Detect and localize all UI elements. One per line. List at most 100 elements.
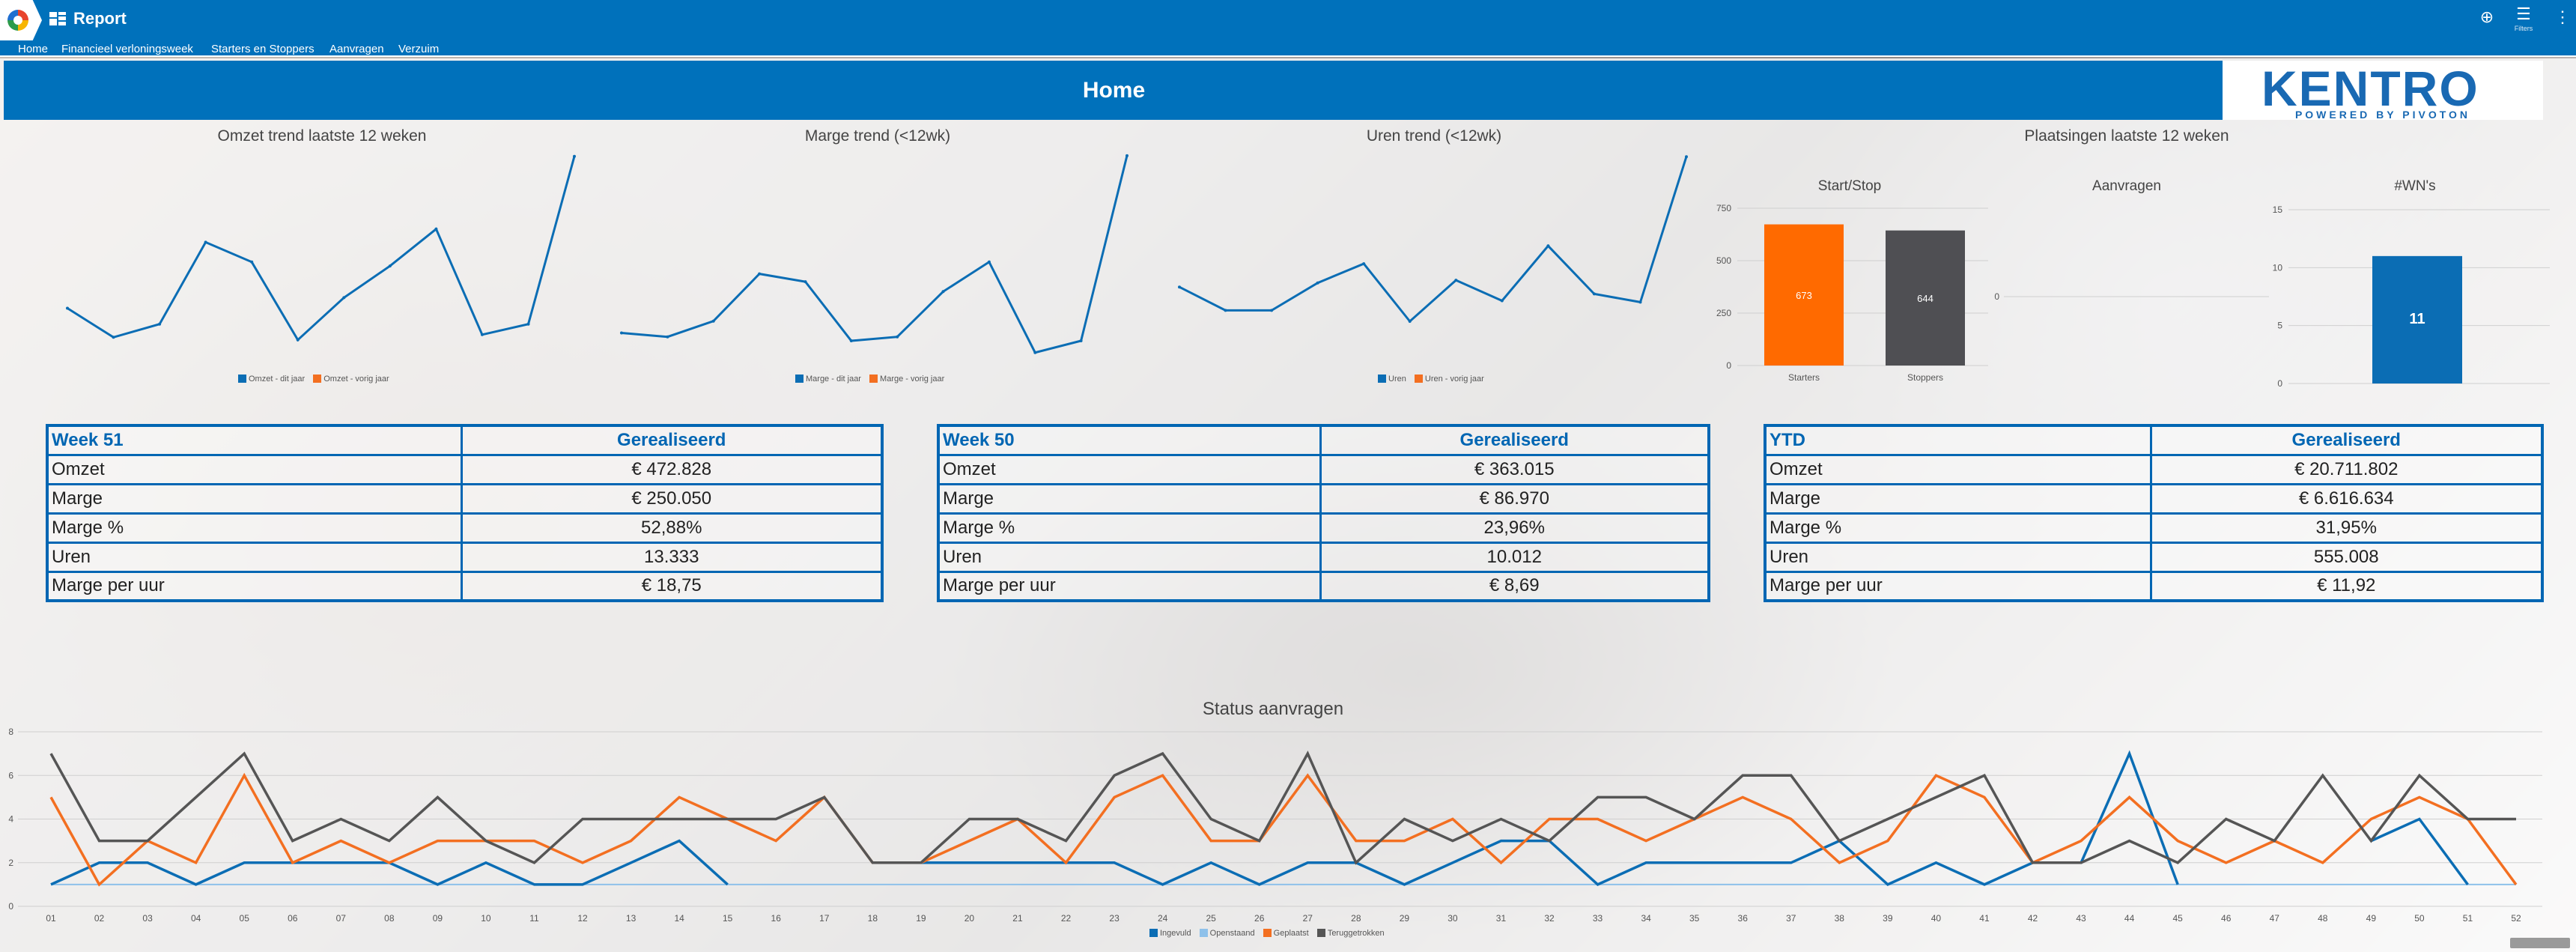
row-label: Marge per uur <box>1764 570 2152 602</box>
row-label: Marge % <box>937 512 1322 544</box>
row-value: 23,96% <box>1319 512 1710 544</box>
header-band <box>4 61 2224 120</box>
y-tick-label: 15 <box>2273 204 2283 215</box>
status-legend: Ingevuld Openstaand Geplaatst Teruggetro… <box>1149 929 1391 938</box>
omzet-legend: Omzet - dit jaar Omzet - vorig jaar <box>238 375 395 383</box>
legend-item: Geplaatst <box>1263 929 1309 938</box>
legend-item: Marge - dit jaar <box>795 375 861 383</box>
row-label: Omzet <box>46 453 463 485</box>
row-value: 13.333 <box>460 541 884 573</box>
x-tick-label: 30 <box>1448 913 1458 924</box>
table-header-col: Gerealiseerd <box>1319 424 1710 456</box>
status-series-line <box>49 751 2516 865</box>
trend-point <box>987 260 991 264</box>
kpi-table-week-50: Week 50 Gerealiseerd Omzet € 363.015 Marge € … <box>937 424 1710 602</box>
status-chart-title: Status aanvragen <box>1202 699 1344 719</box>
x-tick-label: 15 <box>723 913 733 924</box>
trend-point <box>1362 262 1366 266</box>
bookmark-icon[interactable]: ⊕ <box>2479 7 2494 26</box>
tab-financieel-verloningsweek[interactable]: Financieel verloningsweek <box>61 43 193 55</box>
row-label: Uren <box>46 541 463 573</box>
wns-bar-chart[interactable]: 0 5 10 15 11 <box>2261 196 2554 391</box>
trend-point <box>1500 299 1504 303</box>
legend-item: Uren - vorig jaar <box>1414 375 1484 383</box>
y-tick-label: 0 <box>8 901 13 912</box>
aanvragen-chart[interactable]: 0 <box>1992 196 2269 391</box>
x-tick-label: 29 <box>1400 913 1410 924</box>
row-value: € 6.616.634 <box>2149 482 2544 515</box>
bar[interactable] <box>1886 230 1965 366</box>
x-tick-label: 32 <box>1544 913 1555 924</box>
x-tick-label: 24 <box>1158 913 1168 924</box>
x-tick-label: 14 <box>674 913 684 924</box>
aanvragen-chart-title: Aanvragen <box>2092 178 2161 194</box>
trend-point <box>1638 300 1642 304</box>
x-tick-label: 11 <box>529 913 539 924</box>
x-tick-label: 35 <box>1689 913 1700 924</box>
x-tick-label: 48 <box>2318 913 2328 924</box>
filter-icon[interactable]: ☰ <box>2516 4 2531 23</box>
x-tick-label: 34 <box>1641 913 1651 924</box>
bar[interactable] <box>1764 224 1844 366</box>
trend-point <box>896 335 899 339</box>
trend-point <box>620 331 623 335</box>
y-tick-label: 8 <box>8 727 13 737</box>
x-tick-label: 36 <box>1738 913 1749 924</box>
trend-point <box>204 240 207 244</box>
row-value: € 472.828 <box>460 453 884 485</box>
x-tick-label: 21 <box>1012 913 1023 924</box>
kpi-table-week-51: Week 51 Gerealiseerd Omzet € 472.828 Marge € … <box>46 424 884 602</box>
uren-trend-chart[interactable] <box>1178 150 1704 375</box>
x-tick-label: 44 <box>2124 913 2135 924</box>
trend-point <box>1408 320 1412 323</box>
trend-point <box>804 280 807 284</box>
table-row: Omzet € 472.828 <box>46 453 884 485</box>
table-row: Uren 10.012 <box>937 541 1710 573</box>
filters-label[interactable]: Filters <box>2514 25 2533 32</box>
x-tick-label: 07 <box>336 913 347 924</box>
table-header-col: Gerealiseerd <box>2149 424 2544 456</box>
trend-point <box>1592 292 1596 296</box>
row-value: € 250.050 <box>460 482 884 515</box>
row-label: Marge per uur <box>46 570 463 602</box>
x-tick-label: 17 <box>819 913 830 924</box>
table-header-col: Gerealiseerd <box>460 424 884 456</box>
table-row: Uren 13.333 <box>46 541 884 573</box>
tab-home[interactable]: Home <box>18 43 49 57</box>
x-tick-label: 04 <box>191 913 201 924</box>
legend-item: Uren <box>1378 375 1406 383</box>
wns-chart-title: #WN's <box>2394 178 2436 194</box>
y-tick-label: 10 <box>2273 262 2283 273</box>
more-menu-icon[interactable]: ⋮ <box>2554 7 2571 26</box>
app-title[interactable]: Report <box>73 9 127 28</box>
trend-point <box>434 227 438 231</box>
table-row: Marge € 86.970 <box>937 482 1710 515</box>
table-row: Marge % 31,95% <box>1764 512 2544 544</box>
x-tick-label: 45 <box>2172 913 2183 924</box>
tab-aanvragen[interactable]: Aanvragen <box>329 43 384 55</box>
tab-starters-en-stoppers[interactable]: Starters en Stoppers <box>211 43 315 55</box>
x-tick-label: 10 <box>481 913 491 924</box>
omzet-trend-chart[interactable] <box>66 150 592 375</box>
row-label: Marge per uur <box>937 570 1322 602</box>
x-tick-label: 42 <box>2028 913 2038 924</box>
x-tick-label: 09 <box>433 913 443 924</box>
exploration-button[interactable] <box>2510 938 2570 948</box>
x-tick-label: 01 <box>46 913 56 924</box>
x-tick-label: 18 <box>868 913 878 924</box>
x-tick-label: 52 <box>2511 913 2521 924</box>
qlik-logo-icon[interactable] <box>0 0 42 40</box>
legend-item: Omzet - vorig jaar <box>313 375 389 383</box>
row-label: Uren <box>1764 541 2152 573</box>
marge-trend-chart[interactable] <box>620 150 1146 375</box>
bar[interactable] <box>2372 255 2462 383</box>
trend-point <box>342 296 346 300</box>
startstop-bar-chart[interactable]: 0 250 500 750 673 Starters 644 Stoppers <box>1700 196 1992 391</box>
tab-verzuim[interactable]: Verzuim <box>398 43 440 55</box>
legend-item: Openstaand <box>1199 929 1255 938</box>
trend-point <box>296 338 300 342</box>
bar-data-label: 644 <box>1917 293 1933 304</box>
y-tick-label: 500 <box>1716 255 1731 266</box>
x-tick-label: 16 <box>771 913 782 924</box>
